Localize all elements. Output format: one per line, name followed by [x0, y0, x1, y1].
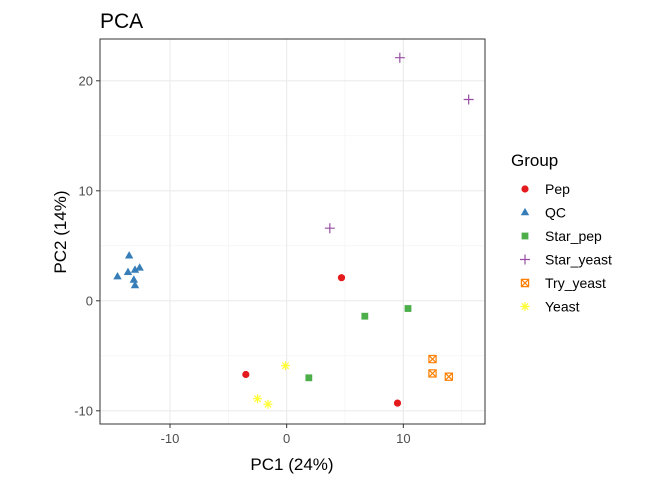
- marker-box-cross: [428, 369, 437, 378]
- marker-square: [305, 374, 313, 382]
- y-tick-label: 0: [86, 293, 93, 308]
- marker-triangle: [129, 275, 139, 283]
- legend-key: [521, 185, 529, 193]
- data-point: [130, 265, 140, 273]
- legend-key: [520, 302, 530, 311]
- marker-circle: [521, 185, 529, 193]
- data-point: [394, 52, 405, 63]
- y-axis-label: PC2 (14%): [51, 190, 70, 273]
- marker-square: [404, 305, 412, 312]
- y-tick-label: -10: [74, 403, 93, 418]
- legend-label: Try_yeast: [545, 275, 606, 291]
- series-star-pep: [305, 305, 412, 382]
- marker-plus: [324, 223, 335, 234]
- legend-item-try-yeast: Try_yeast: [520, 275, 606, 291]
- legend-item-star-pep: Star_pep: [521, 228, 602, 244]
- marker-asterisk: [281, 361, 290, 371]
- plot-background: [100, 39, 485, 424]
- marker-circle: [337, 274, 346, 282]
- data-point: [305, 374, 313, 382]
- legend-key: [520, 278, 530, 288]
- y-tick-label: 10: [79, 183, 93, 198]
- marker-square: [521, 232, 529, 240]
- series-star-yeast: [324, 52, 474, 234]
- data-point: [281, 361, 290, 371]
- marker-triangle: [520, 207, 530, 216]
- marker-asterisk: [263, 399, 273, 409]
- x-tick-label: -10: [161, 431, 180, 446]
- legend-key: [521, 232, 529, 240]
- legend: Group Pep QC Star_pep Star_yeast Try_yeast Ye…: [511, 151, 612, 315]
- legend-label: Star_yeast: [545, 252, 612, 268]
- legend-label: Yeast: [545, 299, 580, 315]
- data-point: [428, 354, 437, 364]
- marker-square: [361, 312, 369, 320]
- data-point: [444, 372, 454, 381]
- y-tick-label: 20: [79, 73, 93, 88]
- data-point: [404, 305, 412, 312]
- data-point: [393, 399, 402, 407]
- marker-box-cross: [520, 278, 530, 288]
- marker-circle: [393, 399, 402, 407]
- axes: -10 0 10 -10 0 10 20: [74, 38, 486, 446]
- x-tick-label: 0: [283, 431, 290, 446]
- chart-title: PCA: [100, 10, 143, 33]
- data-point: [428, 369, 437, 378]
- legend-key: [520, 207, 530, 216]
- marker-triangle: [113, 272, 122, 280]
- data-point: [123, 267, 133, 275]
- data-points: [113, 52, 474, 409]
- marker-triangle: [130, 265, 140, 273]
- marker-triangle: [124, 251, 134, 259]
- marker-asterisk: [520, 302, 530, 311]
- marker-triangle: [135, 263, 144, 271]
- marker-box-cross: [444, 372, 454, 381]
- data-point: [129, 275, 139, 283]
- data-point: [242, 370, 250, 379]
- marker-box-cross: [428, 354, 437, 364]
- marker-circle: [242, 370, 250, 379]
- data-point: [463, 94, 474, 105]
- data-point: [130, 280, 140, 289]
- marker-plus: [394, 52, 405, 63]
- marker-triangle: [123, 267, 133, 275]
- legend-label: Star_pep: [545, 228, 602, 244]
- marker-triangle: [130, 280, 140, 289]
- data-point: [263, 399, 273, 409]
- series-yeast: [253, 361, 290, 409]
- legend-item-yeast: Yeast: [520, 299, 580, 315]
- series-qc: [113, 251, 144, 289]
- marker-asterisk: [253, 394, 262, 404]
- data-point: [135, 263, 144, 271]
- data-point: [124, 251, 134, 259]
- data-point: [113, 272, 122, 280]
- data-point: [361, 312, 369, 320]
- plot-border: [99, 38, 486, 425]
- legend-key: [520, 254, 530, 265]
- plot-panel: [100, 39, 485, 424]
- data-point: [337, 274, 346, 282]
- legend-label: Pep: [545, 181, 570, 197]
- legend-label: QC: [545, 205, 566, 221]
- data-point: [253, 394, 262, 404]
- legend-item-star-yeast: Star_yeast: [520, 252, 612, 268]
- legend-title: Group: [511, 151, 558, 170]
- series-try-yeast: [428, 354, 454, 381]
- legend-item-qc: QC: [520, 205, 566, 221]
- marker-plus: [520, 254, 530, 265]
- legend-item-pep: Pep: [521, 181, 570, 197]
- marker-plus: [463, 94, 474, 105]
- x-tick-label: 10: [396, 431, 410, 446]
- data-point: [324, 223, 335, 234]
- x-axis-label: PC1 (24%): [250, 455, 333, 474]
- series-pep: [242, 274, 402, 407]
